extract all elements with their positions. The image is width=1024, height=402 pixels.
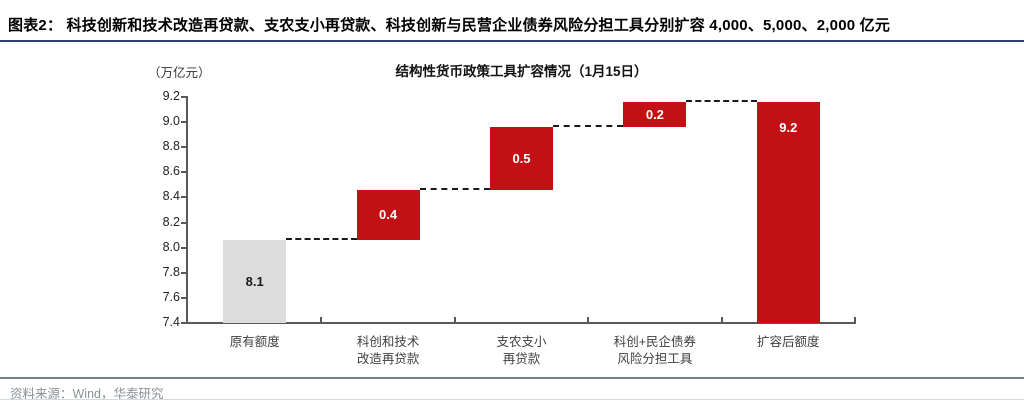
x-category-label-line: 原有额度 — [229, 335, 280, 349]
chart-title: 结构性货币政策工具扩容情况（1月15日） — [395, 64, 648, 79]
x-category-label-line: 科创+民企债券 — [613, 335, 697, 349]
y-tick-mark — [181, 146, 186, 149]
waterfall-bar: 9.2 — [756, 102, 820, 323]
y-tick-mark — [181, 322, 186, 324]
x-category-label: 科创和技术改造再贷款 — [321, 334, 454, 368]
connector-line — [686, 100, 757, 103]
y-tick-label: 9.0 — [162, 114, 180, 129]
x-tick-mark — [720, 317, 723, 322]
y-tick-label: 8.2 — [162, 214, 180, 229]
bar-value-label: 0.4 — [379, 207, 398, 223]
x-category-label-line: 支农支小 — [496, 335, 547, 349]
waterfall-bar: 0.4 — [356, 189, 420, 241]
y-tick-label: 8.0 — [162, 239, 180, 254]
y-tick-mark — [181, 296, 186, 299]
y-tick-mark — [181, 196, 186, 199]
x-category-label: 扩容后额度 — [722, 334, 855, 351]
y-tick-label: 8.8 — [162, 139, 180, 154]
y-tick-label: 9.2 — [162, 89, 180, 103]
x-category-label: 原有额度 — [188, 334, 321, 351]
x-category-label-line: 科创和技术 — [356, 335, 420, 349]
header-divider — [0, 40, 1024, 42]
x-category-label: 科创+民企债券 风险分担工具 — [588, 334, 721, 368]
y-tick-label: 7.8 — [162, 264, 180, 279]
x-tick-mark — [587, 317, 590, 322]
bar-value-label: 9.2 — [779, 120, 798, 136]
figure-caption: 图表2： 科技创新和技术改造再贷款、支农支小再贷款、科技创新与民营企业债券风险分… — [8, 17, 891, 34]
y-tick-mark — [181, 121, 186, 124]
x-tick-mark — [453, 317, 456, 322]
x-category-label-line: 扩容后额度 — [757, 335, 820, 349]
y-axis-unit-label: （万亿元） — [148, 66, 211, 80]
y-tick-mark — [181, 96, 186, 98]
x-tick-mark — [854, 317, 856, 322]
source-note: 资料来源：Wind，华泰研究 — [10, 387, 164, 401]
waterfall-bar: 0.2 — [623, 102, 687, 128]
x-category-label-line: 再贷款 — [502, 352, 541, 366]
x-tick-mark — [320, 317, 323, 322]
waterfall-bar: 0.5 — [490, 127, 553, 190]
x-axis — [181, 322, 856, 324]
bar-value-label: 0.2 — [645, 106, 664, 122]
x-category-label-line: 改造再贷款 — [356, 352, 420, 366]
connector-line — [419, 187, 490, 190]
connector-line — [553, 125, 624, 128]
bottom-border — [0, 399, 1024, 400]
footer-divider — [0, 377, 1024, 379]
y-tick-label: 7.4 — [162, 315, 180, 329]
bar-value-label: 0.5 — [512, 150, 531, 166]
y-tick-mark — [181, 221, 186, 224]
y-tick-label: 8.6 — [162, 164, 180, 179]
bar-value-label: 8.1 — [245, 273, 264, 289]
y-tick-mark — [181, 171, 186, 174]
waterfall-bar: 8.1 — [223, 240, 287, 323]
y-axis — [186, 96, 188, 324]
x-category-label: 支农支小 再贷款 — [455, 334, 588, 368]
connector-line — [286, 238, 357, 241]
y-tick-label: 7.6 — [162, 289, 180, 304]
y-tick-mark — [181, 271, 186, 274]
y-tick-label: 8.4 — [162, 189, 180, 204]
x-category-label-line: 风险分担工具 — [617, 352, 693, 366]
y-tick-mark — [181, 246, 186, 249]
